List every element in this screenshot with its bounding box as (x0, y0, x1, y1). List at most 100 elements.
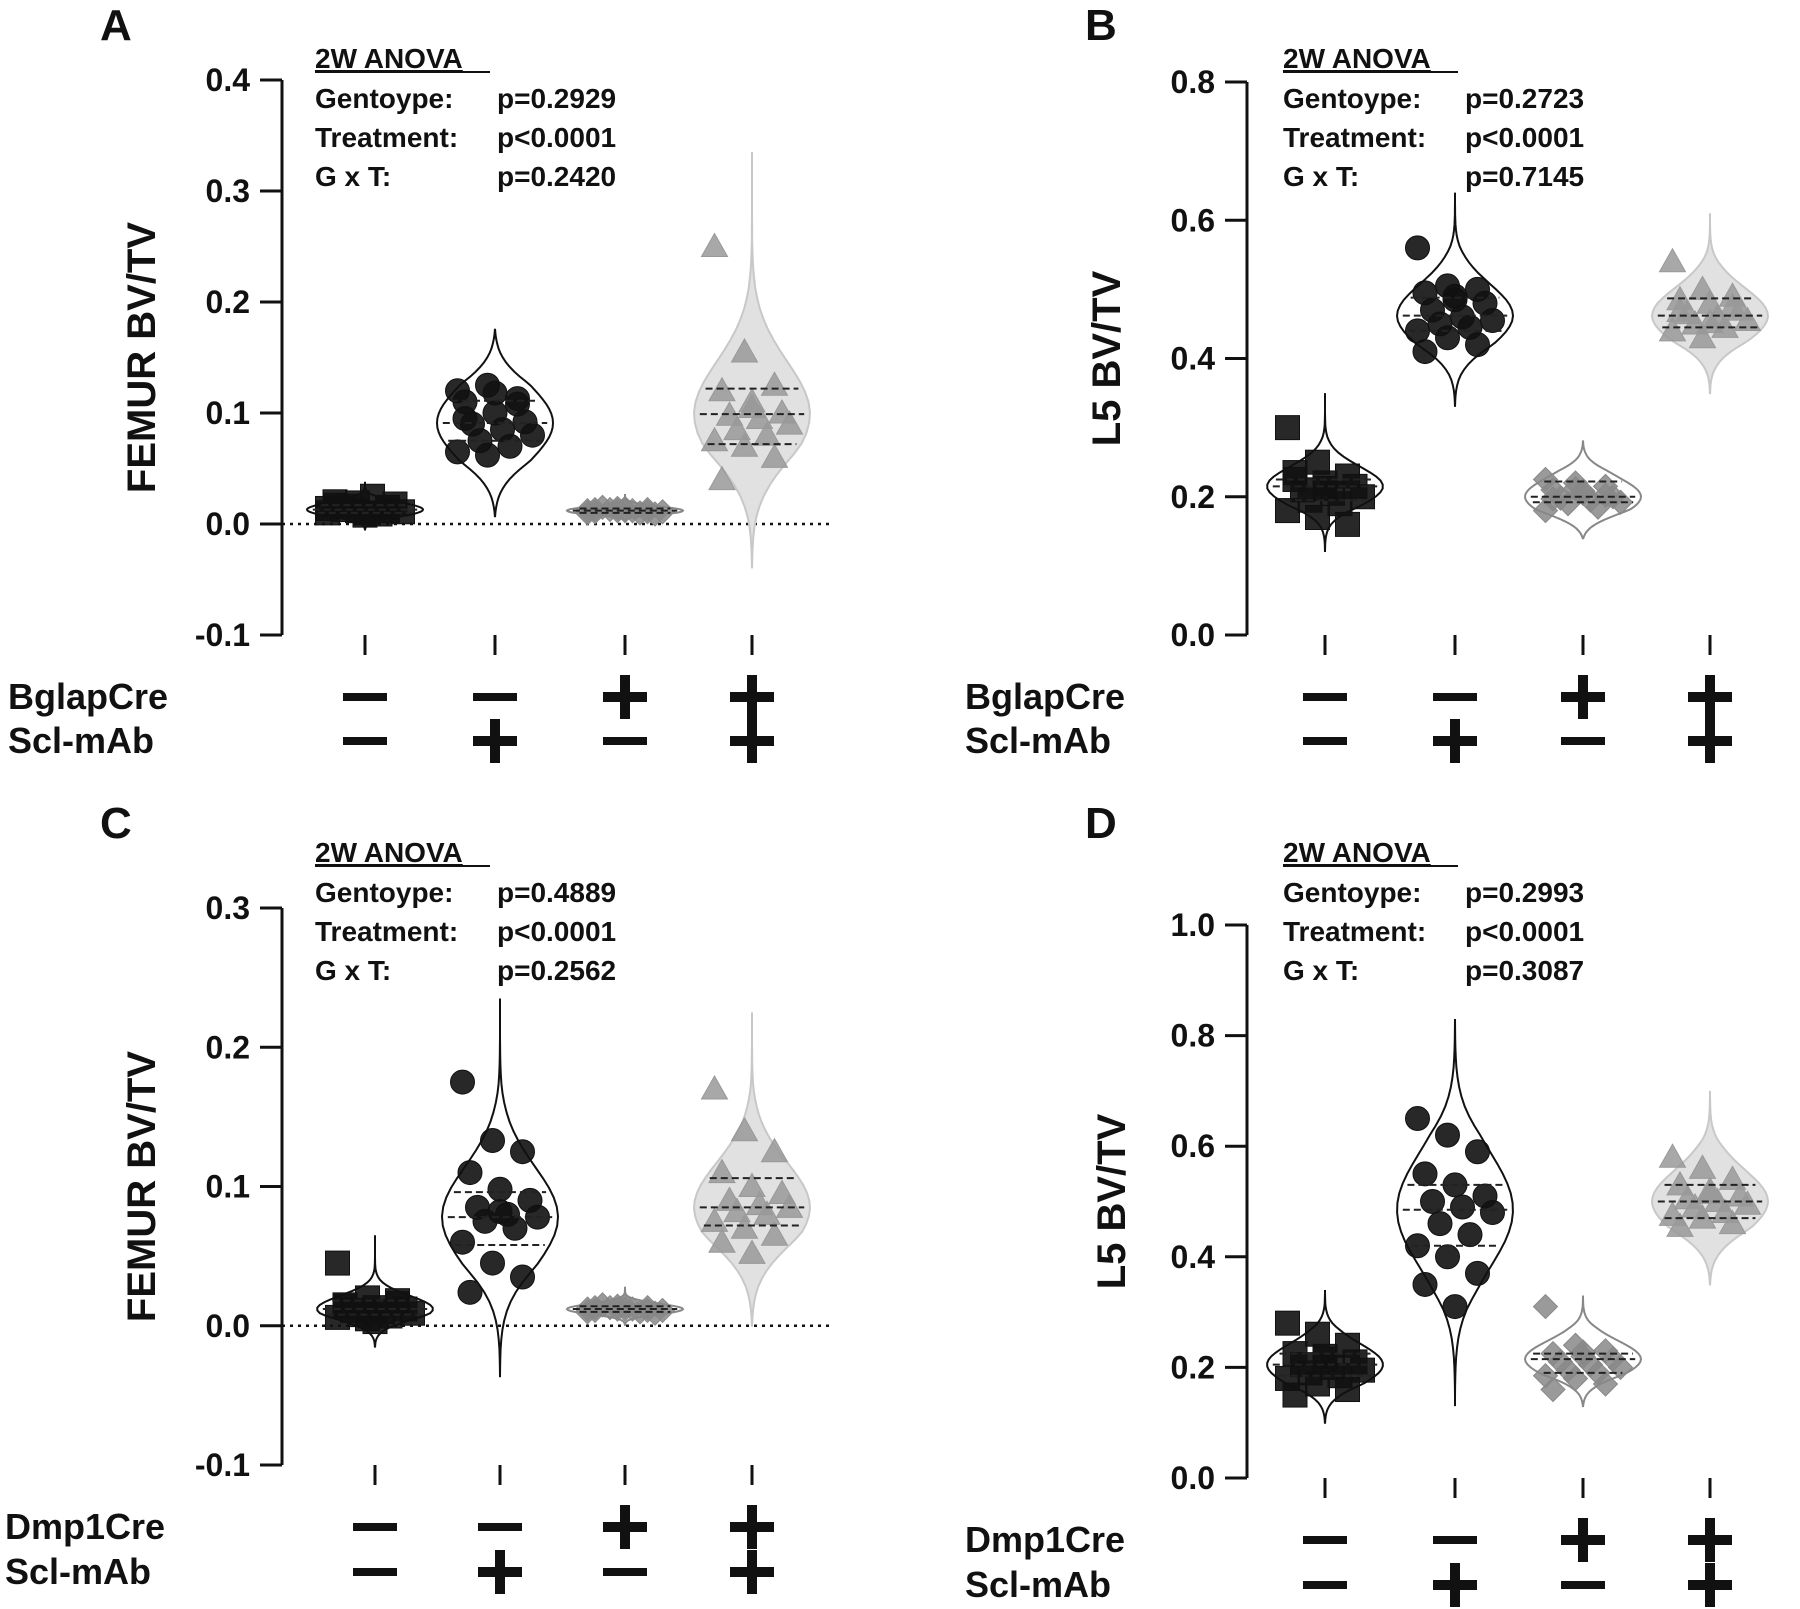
anova-factor-label: G x T: (315, 955, 391, 986)
violin-group (692, 152, 812, 569)
data-point (775, 1193, 804, 1218)
y-tick-label: 0.3 (206, 890, 250, 926)
data-point (730, 337, 759, 363)
data-point (582, 1294, 608, 1321)
y-tick-label: 0.8 (1171, 1018, 1215, 1054)
data-point (700, 1075, 729, 1100)
y-tick-label: 0.0 (1171, 1460, 1215, 1496)
plus-sign (1705, 675, 1715, 719)
y-tick-label: 0.0 (206, 506, 250, 542)
y-axis-label: FEMUR BV/TV (120, 1051, 164, 1322)
data-point (1412, 339, 1438, 365)
data-point (1335, 1377, 1360, 1403)
y-tick-label: -0.1 (195, 1447, 250, 1483)
violin-group (692, 1012, 812, 1327)
panel-b: B 0.0 0.2 0.4 0.6 0.8 L5 BV/TV 2W ANOVA Gentoype… (965, 1, 1770, 763)
anova-p-value: p<0.0001 (497, 122, 616, 153)
violin-group (1523, 1293, 1643, 1408)
y-tick-label: 0.6 (1171, 1128, 1215, 1164)
data-point (1305, 1321, 1330, 1347)
y-tick-label: 0.2 (206, 1029, 250, 1065)
anova-title: 2W ANOVA (315, 43, 463, 74)
data-point (505, 391, 530, 417)
data-point (457, 1160, 483, 1186)
panel-letter: D (1085, 799, 1117, 848)
data-point (753, 421, 781, 446)
anova-p-value: p=0.2562 (497, 955, 616, 986)
factor-label: Scl-mAb (5, 1551, 151, 1592)
violin-group (565, 494, 685, 527)
violin-group (440, 998, 560, 1378)
plus-sign (1705, 1518, 1715, 1562)
anova-p-value: p=0.3087 (1465, 955, 1584, 986)
data-point (723, 1197, 751, 1223)
data-point (1688, 1204, 1717, 1229)
minus-sign (1303, 737, 1347, 745)
minus-sign (1561, 1581, 1605, 1589)
data-point (1435, 325, 1460, 351)
data-point (1282, 1382, 1308, 1408)
panel-letter: B (1085, 1, 1117, 50)
data-point (1532, 1293, 1559, 1320)
anova-factor-label: Treatment: (1283, 916, 1426, 947)
data-point (450, 1229, 475, 1255)
data-point (1442, 1294, 1468, 1320)
data-point (1275, 415, 1300, 441)
panel-c: C -0.1 0.0 0.1 0.2 0.3 FEMUR BV/TV 2W ANOVA Gent… (5, 799, 832, 1594)
data-point (738, 393, 766, 418)
data-point (1282, 460, 1308, 486)
data-point (1733, 1190, 1762, 1215)
panel-letter: C (100, 799, 132, 848)
data-point (445, 439, 470, 465)
data-point (450, 1069, 475, 1095)
anova-factor-label: G x T: (1283, 161, 1359, 192)
data-point (385, 1290, 410, 1316)
data-point (1450, 1194, 1475, 1220)
anova-title: 2W ANOVA (1283, 43, 1431, 74)
data-point (1457, 1222, 1483, 1248)
data-point (1405, 235, 1430, 261)
data-point (1465, 1139, 1490, 1165)
y-tick-label: 0.0 (206, 1308, 250, 1344)
anova-factor-label: Gentoype: (315, 83, 453, 114)
data-point (1420, 1189, 1445, 1214)
anova-p-value: p=0.2420 (497, 161, 616, 192)
y-tick-label: 0.1 (206, 1169, 250, 1205)
data-point (325, 1250, 350, 1276)
data-point (1718, 292, 1747, 318)
data-point (475, 442, 500, 468)
minus-sign (478, 1523, 522, 1531)
minus-sign (1303, 1536, 1347, 1544)
plus-sign (1578, 675, 1588, 719)
y-axis-label: L5 BV/TV (1090, 1113, 1134, 1289)
data-point (612, 1296, 638, 1322)
data-point (487, 1176, 513, 1202)
minus-sign (353, 1568, 397, 1576)
factor-label: BglapCre (965, 676, 1125, 717)
minus-sign (603, 737, 647, 745)
violin-group (435, 328, 555, 518)
anova-factor-label: G x T: (1283, 955, 1359, 986)
y-tick-label: 0.4 (1171, 341, 1216, 377)
data-point (1442, 287, 1468, 313)
plus-sign (490, 719, 500, 763)
data-point (1435, 1122, 1460, 1148)
factor-label: Dmp1Cre (5, 1506, 165, 1547)
data-point (1405, 1106, 1430, 1132)
violin-group (305, 481, 425, 531)
anova-title: 2W ANOVA (1283, 837, 1431, 868)
data-point (612, 497, 638, 524)
y-tick-label: 0.2 (206, 284, 250, 320)
anova-factor-label: Treatment: (315, 916, 458, 947)
data-point (1688, 323, 1717, 349)
violin-group (1650, 1090, 1770, 1286)
anova-p-value: p<0.0001 (497, 916, 616, 947)
data-point (1465, 332, 1490, 358)
minus-sign (1561, 737, 1605, 745)
panel-a: A -0.1 0.0 0.1 0.2 0.3 0.4 FEMUR BV/TV 2W ANOVA G… (8, 1, 832, 763)
anova-factor-label: Gentoype: (315, 877, 453, 908)
data-point (1658, 247, 1687, 273)
anova-p-value: p<0.0001 (1465, 122, 1584, 153)
y-tick-label: -0.1 (195, 617, 250, 653)
